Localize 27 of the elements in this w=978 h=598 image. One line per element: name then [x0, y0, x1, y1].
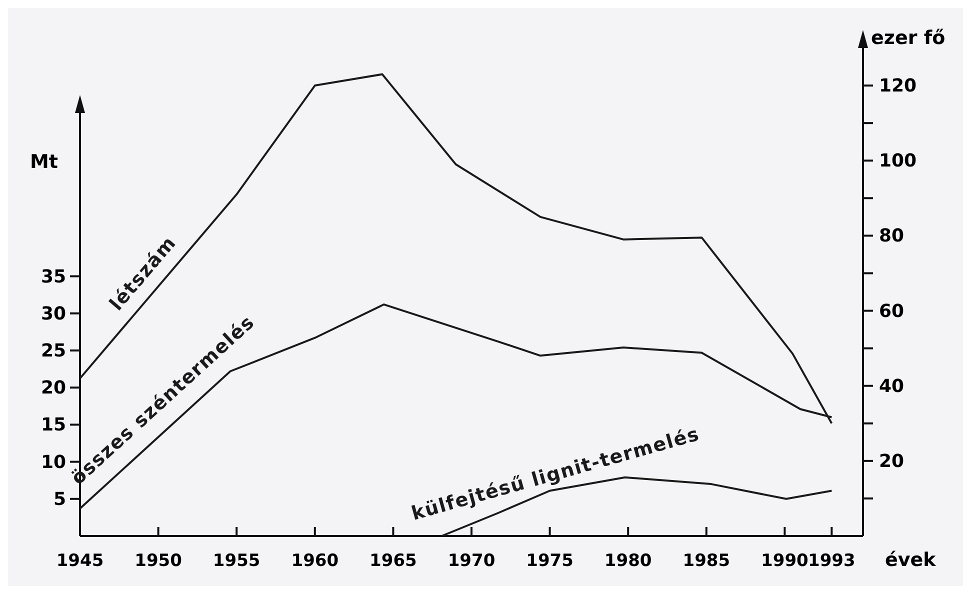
y-tick-label: 5 [53, 488, 66, 510]
y2-tick-label: 80 [879, 226, 904, 247]
x-tick-label: 1980 [604, 551, 652, 571]
y2-tick-label: 40 [879, 376, 904, 397]
y-axis-title: Mt [30, 151, 58, 173]
x-tick-label: 1990 [761, 551, 809, 571]
y2-tick-label: 60 [879, 300, 904, 322]
y-tick-label: 20 [40, 378, 66, 399]
x-tick-label: 1960 [291, 551, 339, 571]
x-axis-title: évek [885, 549, 936, 571]
x-tick-label: 1970 [448, 551, 496, 571]
y2-tick-label: 20 [879, 450, 904, 472]
y-tick-label: 30 [40, 303, 66, 324]
x-tick-label: 1975 [526, 551, 574, 571]
y2-tick-label: 120 [879, 76, 917, 97]
x-tick-label: 1965 [370, 551, 417, 571]
y-tick-label: 25 [40, 340, 66, 362]
y2-tick-label: 100 [879, 150, 917, 172]
x-tick-label: 1945 [56, 551, 104, 571]
y2-axis-title: ezer fő [871, 27, 946, 49]
y-tick-label: 10 [40, 452, 66, 473]
y-tick-label: 15 [40, 414, 66, 436]
y-tick-label: 35 [40, 266, 66, 288]
x-tick-label: 1993 [808, 551, 856, 571]
x-tick-label: 1950 [134, 551, 182, 571]
x-tick-label: 1985 [682, 551, 730, 571]
x-tick-label: 1955 [212, 551, 260, 571]
